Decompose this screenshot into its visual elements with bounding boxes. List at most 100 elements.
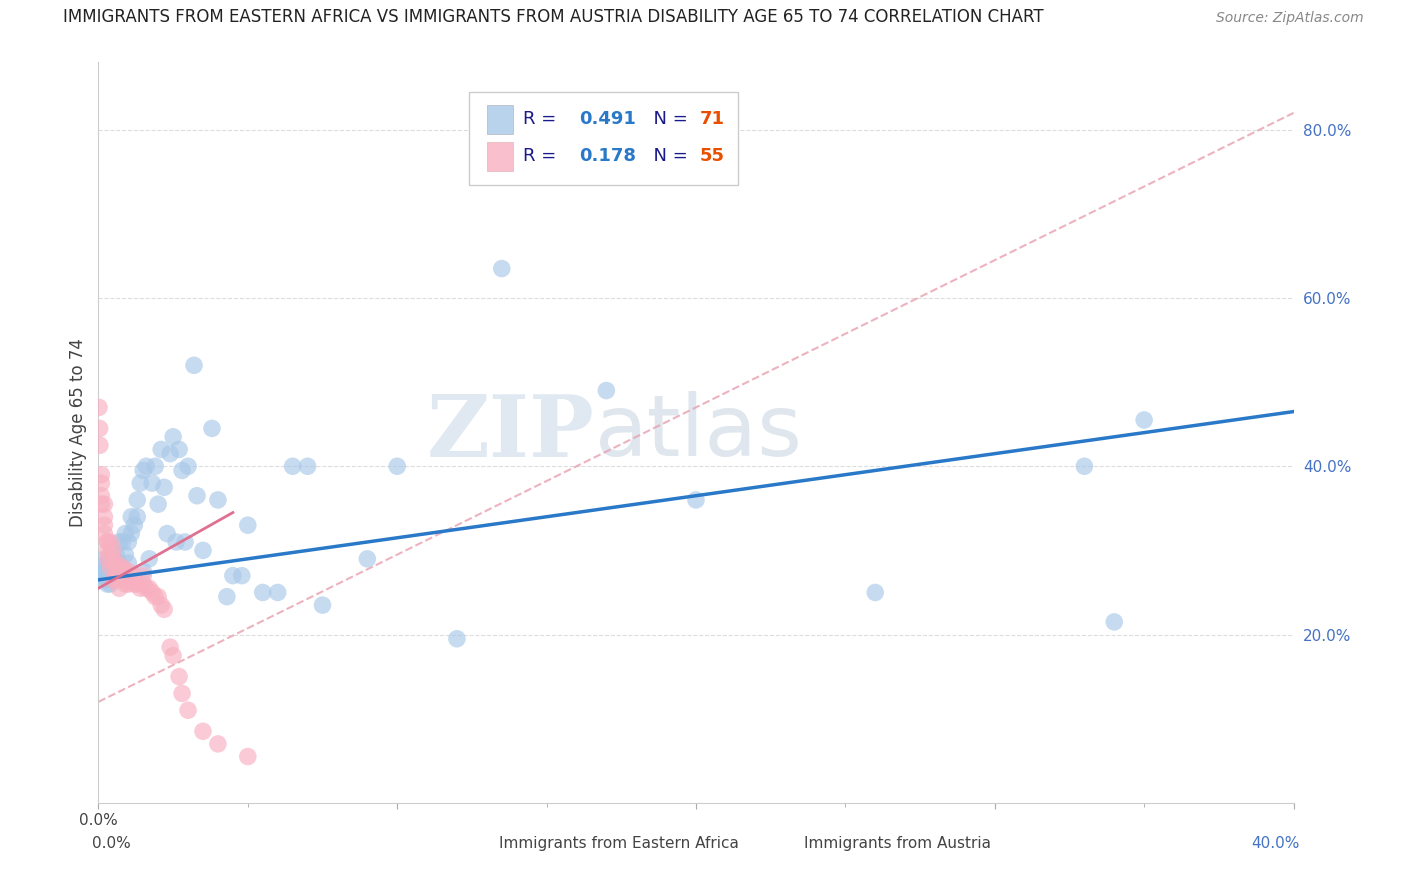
Point	[167, 670, 190, 684]
Point	[90, 568, 112, 582]
Point	[108, 581, 131, 595]
Point	[96, 568, 118, 582]
Point	[124, 518, 146, 533]
Point	[129, 476, 152, 491]
Point	[120, 526, 142, 541]
Point	[236, 749, 259, 764]
Point	[120, 509, 142, 524]
Point	[252, 585, 274, 599]
Point	[148, 590, 170, 604]
Bar	[773, 832, 796, 855]
Point	[159, 447, 181, 461]
Point	[129, 581, 152, 595]
Point	[108, 568, 131, 582]
Point	[124, 577, 146, 591]
Point	[117, 556, 139, 570]
Point	[135, 581, 157, 595]
Point	[1104, 615, 1126, 629]
Point	[105, 565, 128, 579]
Point	[96, 535, 118, 549]
Point	[167, 442, 190, 457]
Point	[93, 526, 115, 541]
Point	[446, 632, 468, 646]
Point	[93, 573, 115, 587]
Text: 0.491: 0.491	[579, 111, 636, 128]
Point	[385, 459, 409, 474]
Point	[162, 648, 184, 663]
Point	[114, 565, 136, 579]
Point	[93, 551, 115, 566]
Point	[207, 492, 229, 507]
Point	[132, 463, 155, 477]
Point	[162, 430, 184, 444]
Point	[1073, 459, 1095, 474]
Point	[215, 590, 238, 604]
Point	[183, 359, 205, 373]
Point	[114, 548, 136, 562]
Point	[103, 548, 125, 562]
Point	[103, 573, 125, 587]
Point	[311, 598, 333, 612]
Point	[89, 421, 111, 435]
Point	[172, 463, 194, 477]
Point	[98, 535, 122, 549]
Text: N =: N =	[643, 111, 693, 128]
Point	[595, 384, 617, 398]
Point	[143, 459, 166, 474]
Point	[93, 518, 115, 533]
Point	[90, 489, 112, 503]
Text: atlas: atlas	[595, 391, 803, 475]
Point	[148, 497, 170, 511]
Point	[89, 438, 111, 452]
Point	[138, 581, 160, 595]
Point	[159, 640, 181, 655]
Text: IMMIGRANTS FROM EASTERN AFRICA VS IMMIGRANTS FROM AUSTRIA DISABILITY AGE 65 TO 7: IMMIGRANTS FROM EASTERN AFRICA VS IMMIGR…	[63, 8, 1043, 26]
Point	[150, 598, 173, 612]
Point	[105, 573, 128, 587]
FancyBboxPatch shape	[470, 92, 738, 185]
Point	[103, 560, 125, 574]
Point	[117, 577, 139, 591]
Text: 71: 71	[700, 111, 724, 128]
Text: 55: 55	[700, 147, 724, 165]
Point	[90, 467, 112, 482]
Point	[105, 548, 128, 562]
Point	[174, 535, 197, 549]
Point	[132, 577, 155, 591]
Point	[93, 565, 115, 579]
Bar	[470, 832, 491, 855]
Point	[96, 577, 118, 591]
Text: Source: ZipAtlas.com: Source: ZipAtlas.com	[1216, 12, 1364, 25]
Point	[356, 551, 378, 566]
Point	[87, 401, 110, 415]
Point	[231, 568, 253, 582]
Point	[201, 421, 224, 435]
Point	[177, 703, 200, 717]
Point	[156, 526, 179, 541]
Point	[114, 526, 136, 541]
Point	[117, 535, 139, 549]
Point	[90, 560, 112, 574]
Point	[120, 573, 142, 587]
Point	[98, 565, 122, 579]
Y-axis label: Disability Age 65 to 74: Disability Age 65 to 74	[69, 338, 87, 527]
Bar	[486, 143, 513, 170]
Point	[127, 577, 149, 591]
Point	[191, 543, 214, 558]
Point	[105, 556, 128, 570]
Point	[98, 548, 122, 562]
Point	[150, 442, 173, 457]
Text: R =: R =	[523, 111, 561, 128]
Point	[143, 590, 166, 604]
Point	[165, 535, 187, 549]
Point	[267, 585, 290, 599]
Point	[153, 602, 176, 616]
Point	[132, 568, 155, 582]
Point	[96, 535, 118, 549]
Point	[98, 577, 122, 591]
Point	[124, 568, 146, 582]
Point	[191, 724, 214, 739]
Point	[865, 585, 887, 599]
Point	[103, 556, 125, 570]
Point	[103, 543, 125, 558]
